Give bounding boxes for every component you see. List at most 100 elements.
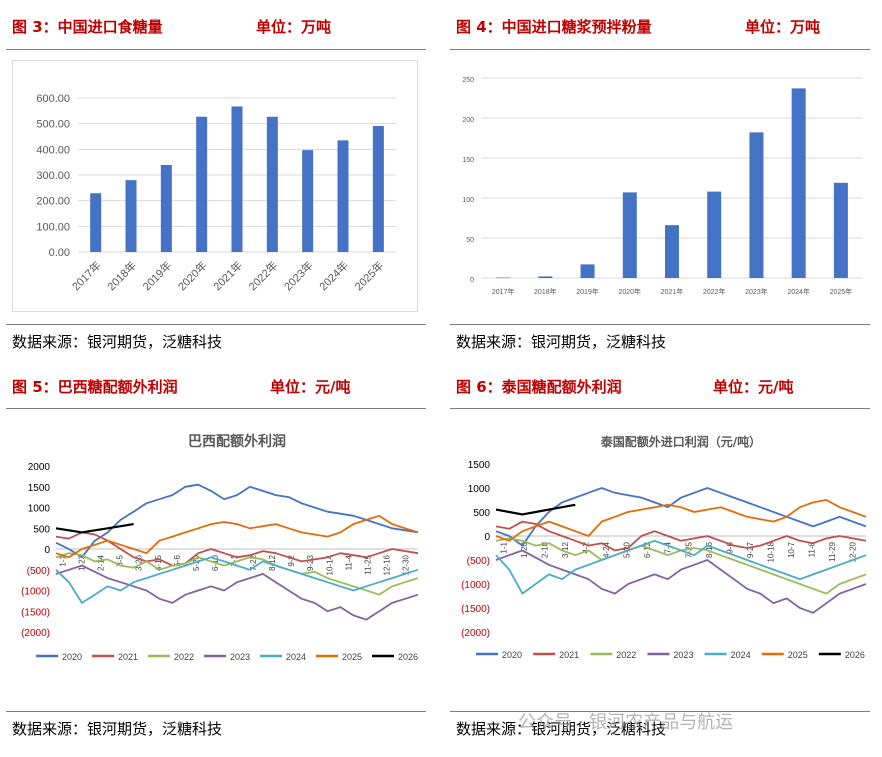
chart-title: 泰国配额外进口利润（元/吨） [600, 434, 761, 449]
y-tick-label: 1000 [468, 484, 491, 495]
series-line-2025 [55, 514, 419, 559]
bar [231, 106, 243, 252]
y-tick-label: 400.00 [36, 144, 70, 156]
fig5-source: 数据来源：银河期货，泛糖科技 [12, 720, 223, 738]
fig6-source: 数据来源：银河期货，泛糖科技 [456, 720, 667, 738]
legend-label-2025: 2025 [342, 652, 362, 662]
y-tick-label: 500 [33, 524, 50, 535]
fig3-source: 数据来源：银河期货，泛糖科技 [12, 333, 223, 351]
y-tick-label: 500 [473, 508, 490, 519]
series-line-2024 [495, 539, 867, 595]
fig4-unit: 单位：万吨 [745, 18, 821, 36]
x-tick-label: 10-7 [787, 541, 796, 558]
legend-label-2023: 2023 [673, 650, 693, 660]
x-tick-label: 9-6 [725, 541, 734, 553]
y-tick-label: 250 [462, 77, 474, 84]
x-tick-label: 12-20 [849, 541, 858, 562]
bar [833, 182, 848, 278]
x-tick-label: 2021年 [210, 258, 245, 293]
bar [302, 150, 314, 252]
x-tick-label: 12-30 [401, 554, 410, 575]
x-tick-label: 2023年 [281, 258, 316, 293]
series-line-2026 [495, 503, 576, 516]
x-tick-label: 2019年 [139, 258, 174, 293]
y-tick-label: 200.00 [36, 196, 70, 208]
legend-label-2020: 2020 [502, 650, 522, 660]
x-tick-label: 1-20 [520, 541, 529, 558]
legend-label-2024: 2024 [286, 652, 306, 662]
bar [266, 116, 278, 252]
bar [622, 192, 637, 278]
x-tick-label: 3-5 [116, 554, 125, 566]
series-line-2025 [495, 499, 867, 542]
y-tick-label: 100.00 [36, 221, 70, 233]
y-tick-label: 100 [462, 197, 474, 204]
x-tick-label: 2025年 [351, 258, 386, 293]
fig6-line-chart: 泰国配额外进口利润（元/吨） 1500 1000 500 0 (500) (1000) (15… [461, 434, 867, 660]
bar [707, 191, 722, 278]
fig3-chart-frame [12, 60, 418, 312]
fig4-bar-chart: 0 50 100 150 200 250 2017年 2018年 2019年 2020年 2021年… [462, 77, 862, 296]
x-tick-label: 2022年 [703, 287, 726, 296]
x-tick-label: 11-29 [828, 541, 837, 561]
fig3-bar-chart: 0.00 100.00 200.00 300.00 400.00 500.00 600.00… [36, 93, 396, 293]
bar [496, 277, 511, 279]
x-tick-label: 2018年 [534, 287, 557, 296]
series-line-2022 [55, 552, 419, 596]
x-tick-label: 4-15 [154, 554, 163, 571]
bar [749, 132, 764, 278]
x-tick-label: 2022年 [245, 258, 280, 293]
y-tick-label: 2000 [28, 462, 51, 473]
fig5-unit: 单位：元/吨 [270, 378, 351, 396]
legend-label-2022: 2022 [616, 650, 636, 660]
x-tick-label: 1-23 [78, 554, 87, 571]
bar [196, 116, 208, 252]
fig6-title: 图 6：泰国糖配额外利润 [456, 378, 622, 396]
fig6-unit: 单位：元/吨 [713, 378, 794, 396]
x-tick-label: 2018年 [104, 258, 139, 293]
series-line-2023 [55, 564, 419, 621]
y-tick-label: (500) [27, 566, 50, 577]
x-tick-label: 4-2 [582, 541, 591, 553]
y-tick-label: (1000) [21, 587, 50, 598]
fig3-top-rule [6, 49, 426, 50]
x-tick-label: 2-18 [540, 541, 549, 558]
fig4-top-rule [450, 49, 870, 50]
bar [538, 276, 553, 278]
bar [337, 140, 349, 252]
y-tick-label: (2000) [461, 628, 490, 639]
fig3-unit: 单位：万吨 [256, 18, 332, 36]
fig6-bottom-rule [450, 711, 870, 712]
x-tick-label: 2019年 [576, 287, 599, 296]
legend-label-2026: 2026 [398, 652, 418, 662]
x-tick-label: 3-26 [135, 554, 144, 571]
x-tick-label: 2020年 [618, 287, 641, 296]
x-tick-label: 1-1 [59, 554, 68, 566]
x-tick-label: 8-12 [268, 554, 277, 571]
series-line-2021 [55, 531, 419, 567]
x-tick-label: 5-20 [623, 541, 632, 558]
x-tick-label: 2024年 [316, 258, 351, 293]
fig4-source: 数据来源：银河期货，泛糖科技 [456, 333, 667, 351]
x-tick-label: 1-1 [499, 541, 508, 553]
legend-label-2022: 2022 [174, 652, 194, 662]
legend-label-2026: 2026 [845, 650, 865, 660]
x-tick-label: 3-12 [561, 541, 570, 558]
fig3-bottom-rule [6, 324, 426, 325]
fig5-title: 图 5：巴西糖配额外利润 [12, 378, 178, 396]
x-tick-label: 2017年 [492, 287, 515, 296]
x-tick-label: 2024年 [787, 287, 810, 296]
series-line-2023 [495, 549, 867, 614]
y-tick-label: 1500 [468, 460, 491, 471]
x-tick-label: 7-22 [249, 554, 258, 571]
legend-label-2024: 2024 [731, 650, 751, 660]
x-tick-label: 12-16 [382, 554, 391, 575]
fig4-title: 图 4：中国进口糖浆预拌粉量 [456, 18, 652, 36]
y-tick-label: (1500) [21, 607, 50, 618]
x-tick-label: 2025年 [830, 287, 853, 296]
x-tick-label: 9-23 [306, 554, 315, 571]
x-tick-label: 2023年 [745, 287, 768, 296]
legend-label-2021: 2021 [118, 652, 138, 662]
x-tick-label: 2017年 [69, 258, 104, 293]
y-tick-label: 0 [470, 277, 474, 284]
